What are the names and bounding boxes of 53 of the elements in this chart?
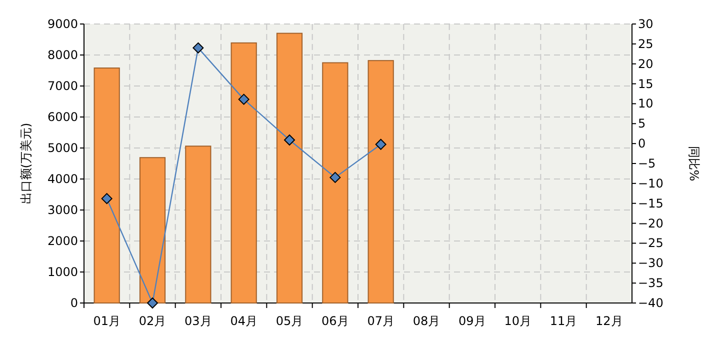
y-tick-label: 9000 xyxy=(47,17,78,31)
x-tick-label: 12月 xyxy=(596,314,623,328)
y2-tick-label: 25 xyxy=(638,36,654,51)
y2-tick-label: −30 xyxy=(638,256,664,270)
x-tick-label: 06月 xyxy=(322,314,349,328)
y2-tick-label: −35 xyxy=(638,276,664,290)
y2-tick-label: 0 xyxy=(638,136,646,151)
bar xyxy=(94,68,120,304)
y-tick-label: 0 xyxy=(70,296,78,310)
x-tick-label: 08月 xyxy=(412,314,440,328)
x-tick-label: 10月 xyxy=(504,314,532,328)
y2-tick-label: −5 xyxy=(638,156,656,170)
x-tick-label: 05月 xyxy=(276,314,304,328)
y2-tick-label: −15 xyxy=(638,196,664,210)
bar xyxy=(185,146,212,304)
x-tick-label: 11月 xyxy=(550,314,578,328)
point xyxy=(375,138,386,150)
y2-tick-label: 15 xyxy=(638,76,654,91)
bar xyxy=(322,62,348,304)
point xyxy=(284,134,295,146)
y2-tick-label: 20 xyxy=(638,56,654,71)
y2-tick-label: −10 xyxy=(638,176,664,190)
y-axis-title: 出口额(万美元) xyxy=(19,122,33,204)
point xyxy=(147,298,158,308)
y2-tick-label: 5 xyxy=(638,116,646,131)
x-tick-label: 01月 xyxy=(93,314,120,328)
y-tick-label: 3000 xyxy=(47,203,78,217)
y-tick-label: 2000 xyxy=(47,234,78,248)
x-tick-label: 07月 xyxy=(367,314,394,328)
y-tick-label: 6000 xyxy=(47,110,78,124)
point xyxy=(101,193,112,204)
point xyxy=(238,94,250,105)
y-tick-label: 4000 xyxy=(47,172,78,186)
y2-tick-label: −25 xyxy=(638,236,664,250)
x-tick-label: 04月 xyxy=(230,314,258,328)
y-tick-label: 5000 xyxy=(47,141,78,155)
point xyxy=(192,42,204,54)
bar xyxy=(276,32,303,304)
x-tick-label: 03月 xyxy=(184,314,212,328)
y-tick-label: 1000 xyxy=(47,265,78,279)
y2-tick-label: −20 xyxy=(638,216,664,230)
y2-axis-title: 同比% xyxy=(687,146,701,182)
x-tick-label: 02月 xyxy=(138,314,166,328)
bar xyxy=(230,42,257,304)
y2-tick-label: 30 xyxy=(638,17,654,31)
y-tick-label: 7000 xyxy=(47,79,78,93)
bar xyxy=(139,157,166,304)
y2-tick-label: 10 xyxy=(638,96,654,111)
x-tick-label: 09月 xyxy=(458,314,486,328)
y-tick-label: 8000 xyxy=(47,48,78,62)
point xyxy=(330,172,341,183)
bar xyxy=(368,60,394,304)
y2-tick-label: −40 xyxy=(638,296,664,310)
